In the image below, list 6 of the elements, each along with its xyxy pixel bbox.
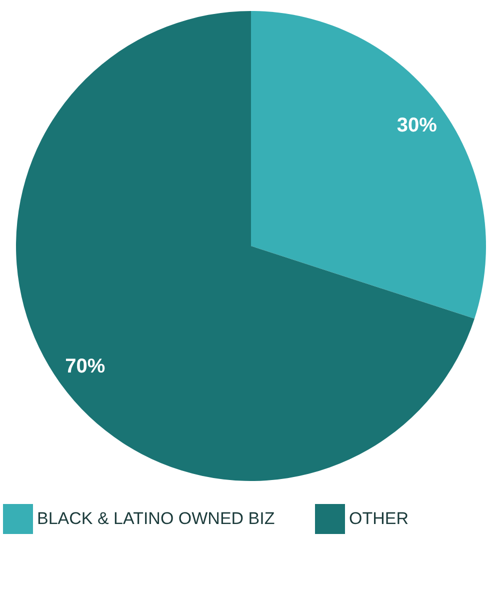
pie-slice xyxy=(251,11,486,319)
data-label: 70% xyxy=(65,355,106,378)
pie-slice xyxy=(16,11,474,481)
legend-label: OTHER xyxy=(349,509,408,528)
legend-label: BLACK & LATINO OWNED BIZ xyxy=(37,509,275,528)
data-label: 30% xyxy=(396,114,438,137)
